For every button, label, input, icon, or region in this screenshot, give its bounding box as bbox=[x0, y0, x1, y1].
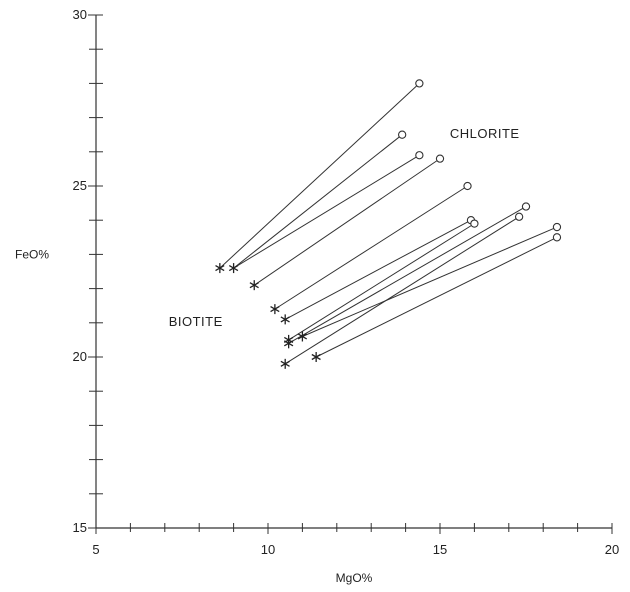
y-tick-label: 25 bbox=[73, 178, 87, 193]
annotations: CHLORITE BIOTITE bbox=[169, 126, 520, 329]
tie-line bbox=[288, 223, 475, 341]
x-tick-label: 20 bbox=[605, 542, 619, 557]
y-tick-label: 30 bbox=[73, 7, 87, 22]
tie-line bbox=[233, 134, 403, 269]
y-axis-title: FeO% bbox=[15, 247, 49, 261]
circle-point bbox=[514, 212, 524, 221]
asterisk-point bbox=[297, 331, 308, 342]
markers bbox=[215, 79, 562, 369]
tick-labels: 5 10 15 20 15 20 25 30 bbox=[73, 7, 620, 557]
axes bbox=[95, 15, 612, 529]
annotation-label: CHLORITE bbox=[450, 126, 520, 141]
circle-point bbox=[470, 219, 479, 228]
asterisk-point bbox=[270, 304, 280, 315]
circle-point bbox=[463, 181, 472, 191]
asterisk-point bbox=[280, 358, 290, 369]
pair-lines bbox=[219, 83, 558, 365]
asterisk-point bbox=[249, 280, 259, 291]
x-tick-label: 5 bbox=[92, 542, 99, 557]
x-axis-title: MgO% bbox=[336, 571, 373, 585]
circle-point bbox=[521, 202, 531, 211]
x-tick-label: 10 bbox=[261, 542, 275, 557]
circle-point bbox=[398, 130, 407, 139]
tie-line bbox=[274, 185, 468, 310]
y-tick-label: 15 bbox=[73, 520, 87, 535]
circle-point bbox=[435, 154, 445, 163]
tie-line bbox=[315, 236, 558, 358]
tie-line bbox=[233, 154, 420, 269]
asterisk-point bbox=[215, 263, 225, 274]
y-tick-label: 20 bbox=[73, 349, 87, 364]
tie-line bbox=[302, 226, 558, 337]
annotation-label: BIOTITE bbox=[169, 314, 223, 329]
asterisk-point bbox=[228, 263, 239, 274]
tie-line bbox=[284, 216, 520, 365]
circle-point bbox=[415, 151, 424, 160]
tie-line bbox=[219, 83, 420, 269]
x-tick-label: 15 bbox=[433, 542, 447, 557]
ticks bbox=[88, 14, 613, 534]
circle-point bbox=[552, 233, 562, 242]
asterisk-point bbox=[311, 352, 321, 362]
circle-point bbox=[552, 222, 562, 232]
asterisk-point bbox=[280, 314, 290, 325]
tie-line bbox=[284, 219, 472, 320]
tie-line bbox=[253, 158, 441, 286]
asterisk-point bbox=[283, 338, 294, 349]
circle-point bbox=[415, 79, 424, 88]
tie-line bbox=[288, 206, 527, 344]
